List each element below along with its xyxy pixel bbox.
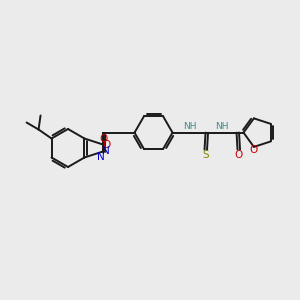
Text: N: N xyxy=(102,146,110,156)
Text: NH: NH xyxy=(215,122,228,130)
Text: O: O xyxy=(102,140,110,150)
Text: N: N xyxy=(97,152,105,162)
Text: O: O xyxy=(234,150,243,160)
Text: NH: NH xyxy=(183,122,196,130)
Text: S: S xyxy=(202,150,209,160)
Text: O: O xyxy=(99,134,108,144)
Text: O: O xyxy=(250,145,258,155)
